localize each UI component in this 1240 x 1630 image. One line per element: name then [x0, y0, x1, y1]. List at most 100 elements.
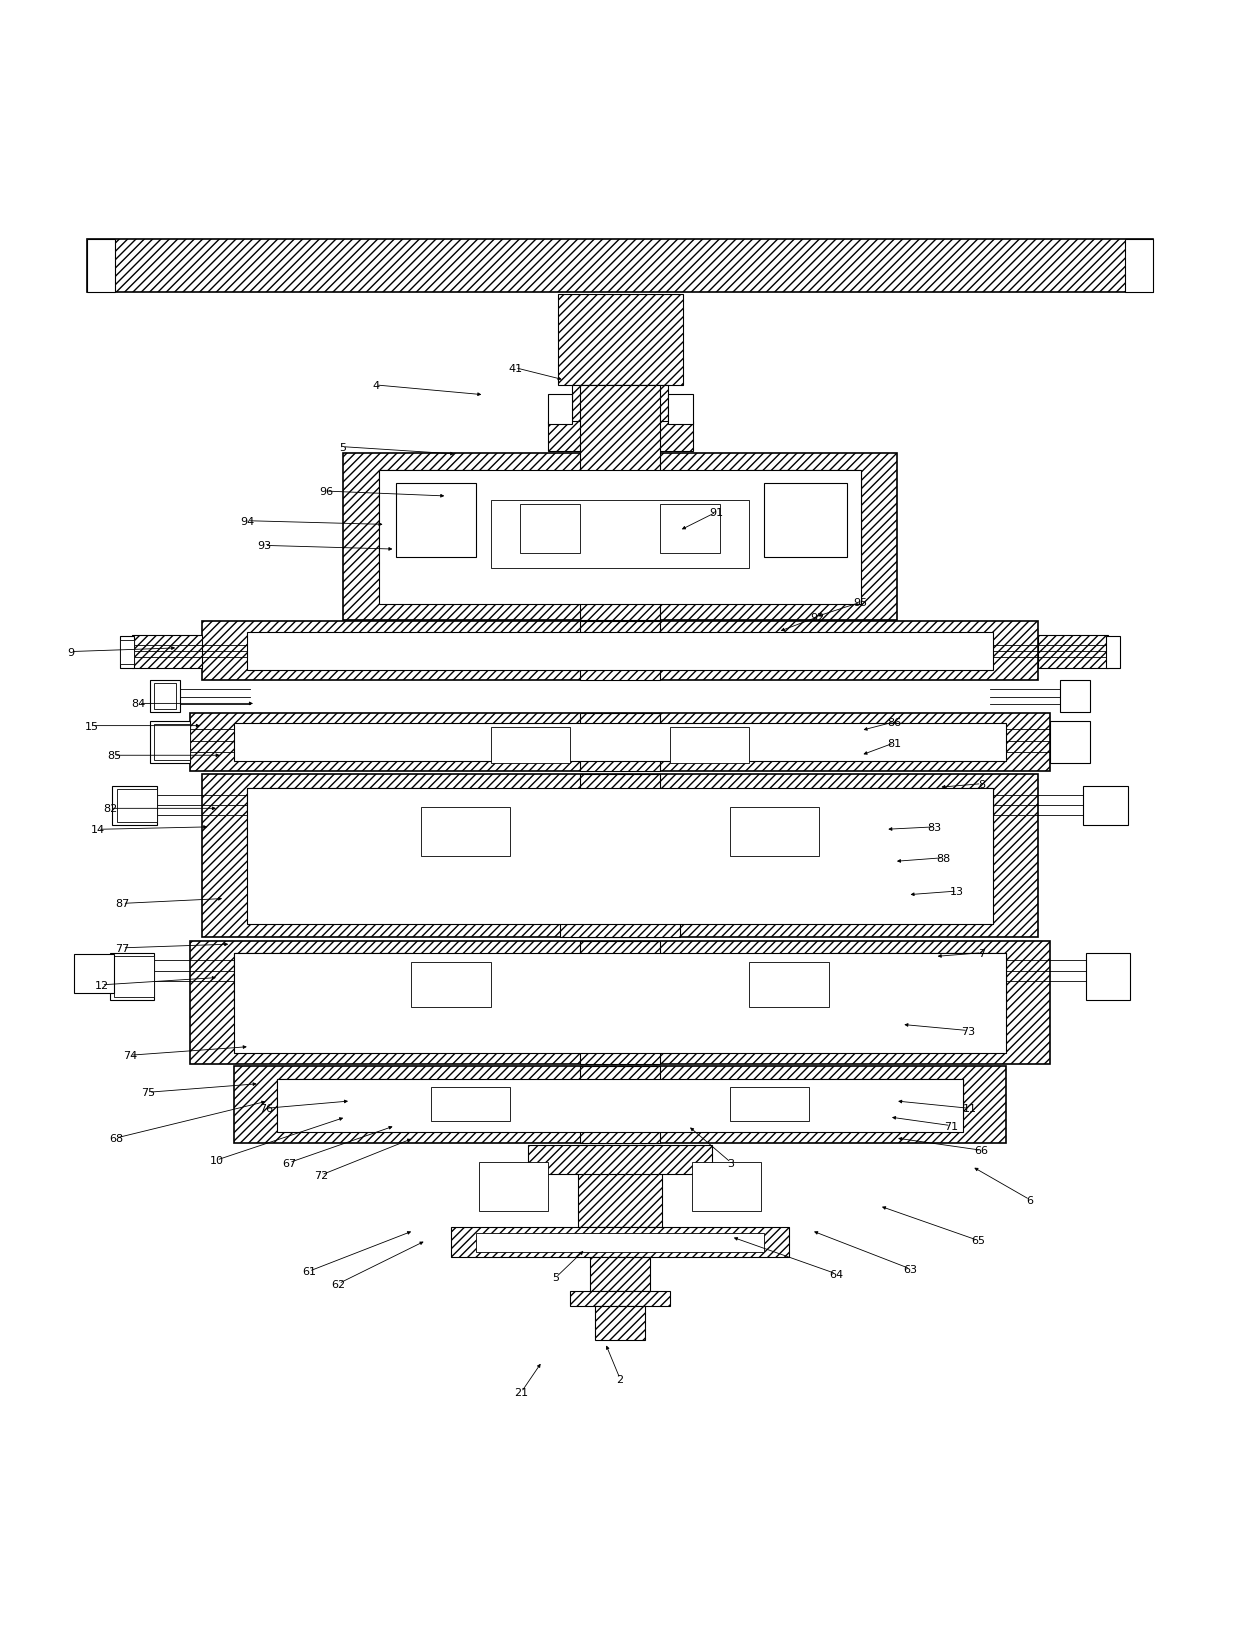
Text: 73: 73: [961, 1025, 975, 1037]
Bar: [729, 1087, 810, 1121]
Bar: [548, 421, 693, 452]
Text: 15: 15: [84, 720, 99, 732]
Bar: [580, 844, 660, 861]
Bar: [150, 681, 180, 712]
Text: 65: 65: [971, 1236, 985, 1245]
Bar: [202, 774, 1038, 937]
Bar: [379, 471, 861, 605]
Bar: [150, 722, 190, 764]
Bar: [277, 1079, 963, 1133]
Bar: [1038, 636, 1107, 668]
Bar: [749, 962, 830, 1007]
Bar: [396, 484, 476, 557]
Bar: [749, 471, 861, 569]
Bar: [233, 954, 410, 1007]
Text: 21: 21: [515, 1387, 528, 1397]
Text: 91: 91: [709, 509, 723, 518]
Bar: [578, 1146, 662, 1227]
Bar: [410, 962, 491, 1007]
Text: 63: 63: [903, 1263, 918, 1275]
Text: 84: 84: [131, 699, 145, 709]
Text: 61: 61: [301, 1267, 316, 1276]
Bar: [670, 727, 749, 764]
Bar: [580, 774, 660, 937]
Bar: [820, 789, 993, 856]
Bar: [1106, 637, 1120, 668]
Bar: [1086, 954, 1130, 999]
Bar: [233, 954, 1007, 1053]
Bar: [580, 1066, 660, 1144]
Bar: [87, 240, 114, 293]
Text: 81: 81: [887, 738, 901, 748]
Bar: [570, 1291, 670, 1306]
Bar: [277, 1079, 430, 1121]
Bar: [233, 1066, 1007, 1144]
Bar: [420, 807, 511, 856]
Text: 8: 8: [978, 779, 986, 789]
Text: 67: 67: [283, 1157, 296, 1169]
Bar: [830, 954, 1007, 1007]
Text: 88: 88: [936, 852, 951, 864]
Bar: [113, 787, 157, 826]
Text: 86: 86: [887, 717, 901, 727]
Bar: [590, 1257, 650, 1291]
Text: 13: 13: [950, 887, 963, 896]
Text: 94: 94: [241, 517, 254, 526]
Bar: [528, 1146, 712, 1174]
Text: 95: 95: [853, 598, 868, 608]
Bar: [379, 471, 491, 569]
Text: 2: 2: [616, 1374, 624, 1384]
Bar: [133, 636, 202, 668]
Bar: [190, 714, 1050, 771]
Bar: [430, 1087, 511, 1121]
Text: 62: 62: [331, 1280, 346, 1289]
Bar: [118, 789, 157, 823]
Text: 5: 5: [552, 1273, 559, 1283]
Bar: [343, 453, 897, 621]
Text: 41: 41: [508, 363, 522, 373]
Bar: [110, 954, 154, 999]
Text: 6: 6: [1027, 1195, 1033, 1205]
Bar: [595, 1306, 645, 1340]
Bar: [668, 394, 693, 425]
Bar: [560, 856, 680, 937]
Bar: [729, 807, 820, 856]
Bar: [548, 394, 572, 425]
Bar: [190, 941, 1050, 1064]
Bar: [247, 789, 420, 856]
Bar: [491, 500, 749, 569]
Bar: [1060, 681, 1090, 712]
Bar: [764, 484, 847, 557]
Text: 11: 11: [962, 1104, 976, 1113]
Text: 4: 4: [372, 381, 379, 391]
Text: 10: 10: [210, 1156, 223, 1165]
Bar: [247, 789, 993, 924]
Bar: [154, 683, 176, 709]
Text: 93: 93: [258, 541, 272, 551]
Text: 76: 76: [259, 1104, 273, 1113]
Bar: [1126, 240, 1153, 293]
Text: 12: 12: [94, 980, 109, 991]
Bar: [202, 621, 1038, 681]
Text: 85: 85: [107, 751, 122, 761]
Text: 82: 82: [103, 804, 118, 813]
Text: 83: 83: [928, 823, 942, 833]
Bar: [1050, 722, 1090, 764]
Bar: [74, 955, 114, 994]
Text: 66: 66: [975, 1146, 988, 1156]
Bar: [572, 386, 668, 432]
Text: 7: 7: [978, 949, 986, 958]
Bar: [580, 714, 660, 771]
Text: 14: 14: [91, 825, 105, 835]
Text: 77: 77: [115, 944, 130, 954]
Bar: [247, 632, 993, 672]
Text: 72: 72: [314, 1170, 329, 1180]
Text: 5: 5: [339, 442, 346, 453]
Bar: [120, 641, 134, 665]
Bar: [580, 941, 660, 1064]
Bar: [1083, 787, 1127, 826]
Text: 71: 71: [944, 1121, 957, 1131]
Bar: [479, 1162, 548, 1211]
Bar: [810, 1079, 963, 1121]
Bar: [120, 637, 134, 668]
